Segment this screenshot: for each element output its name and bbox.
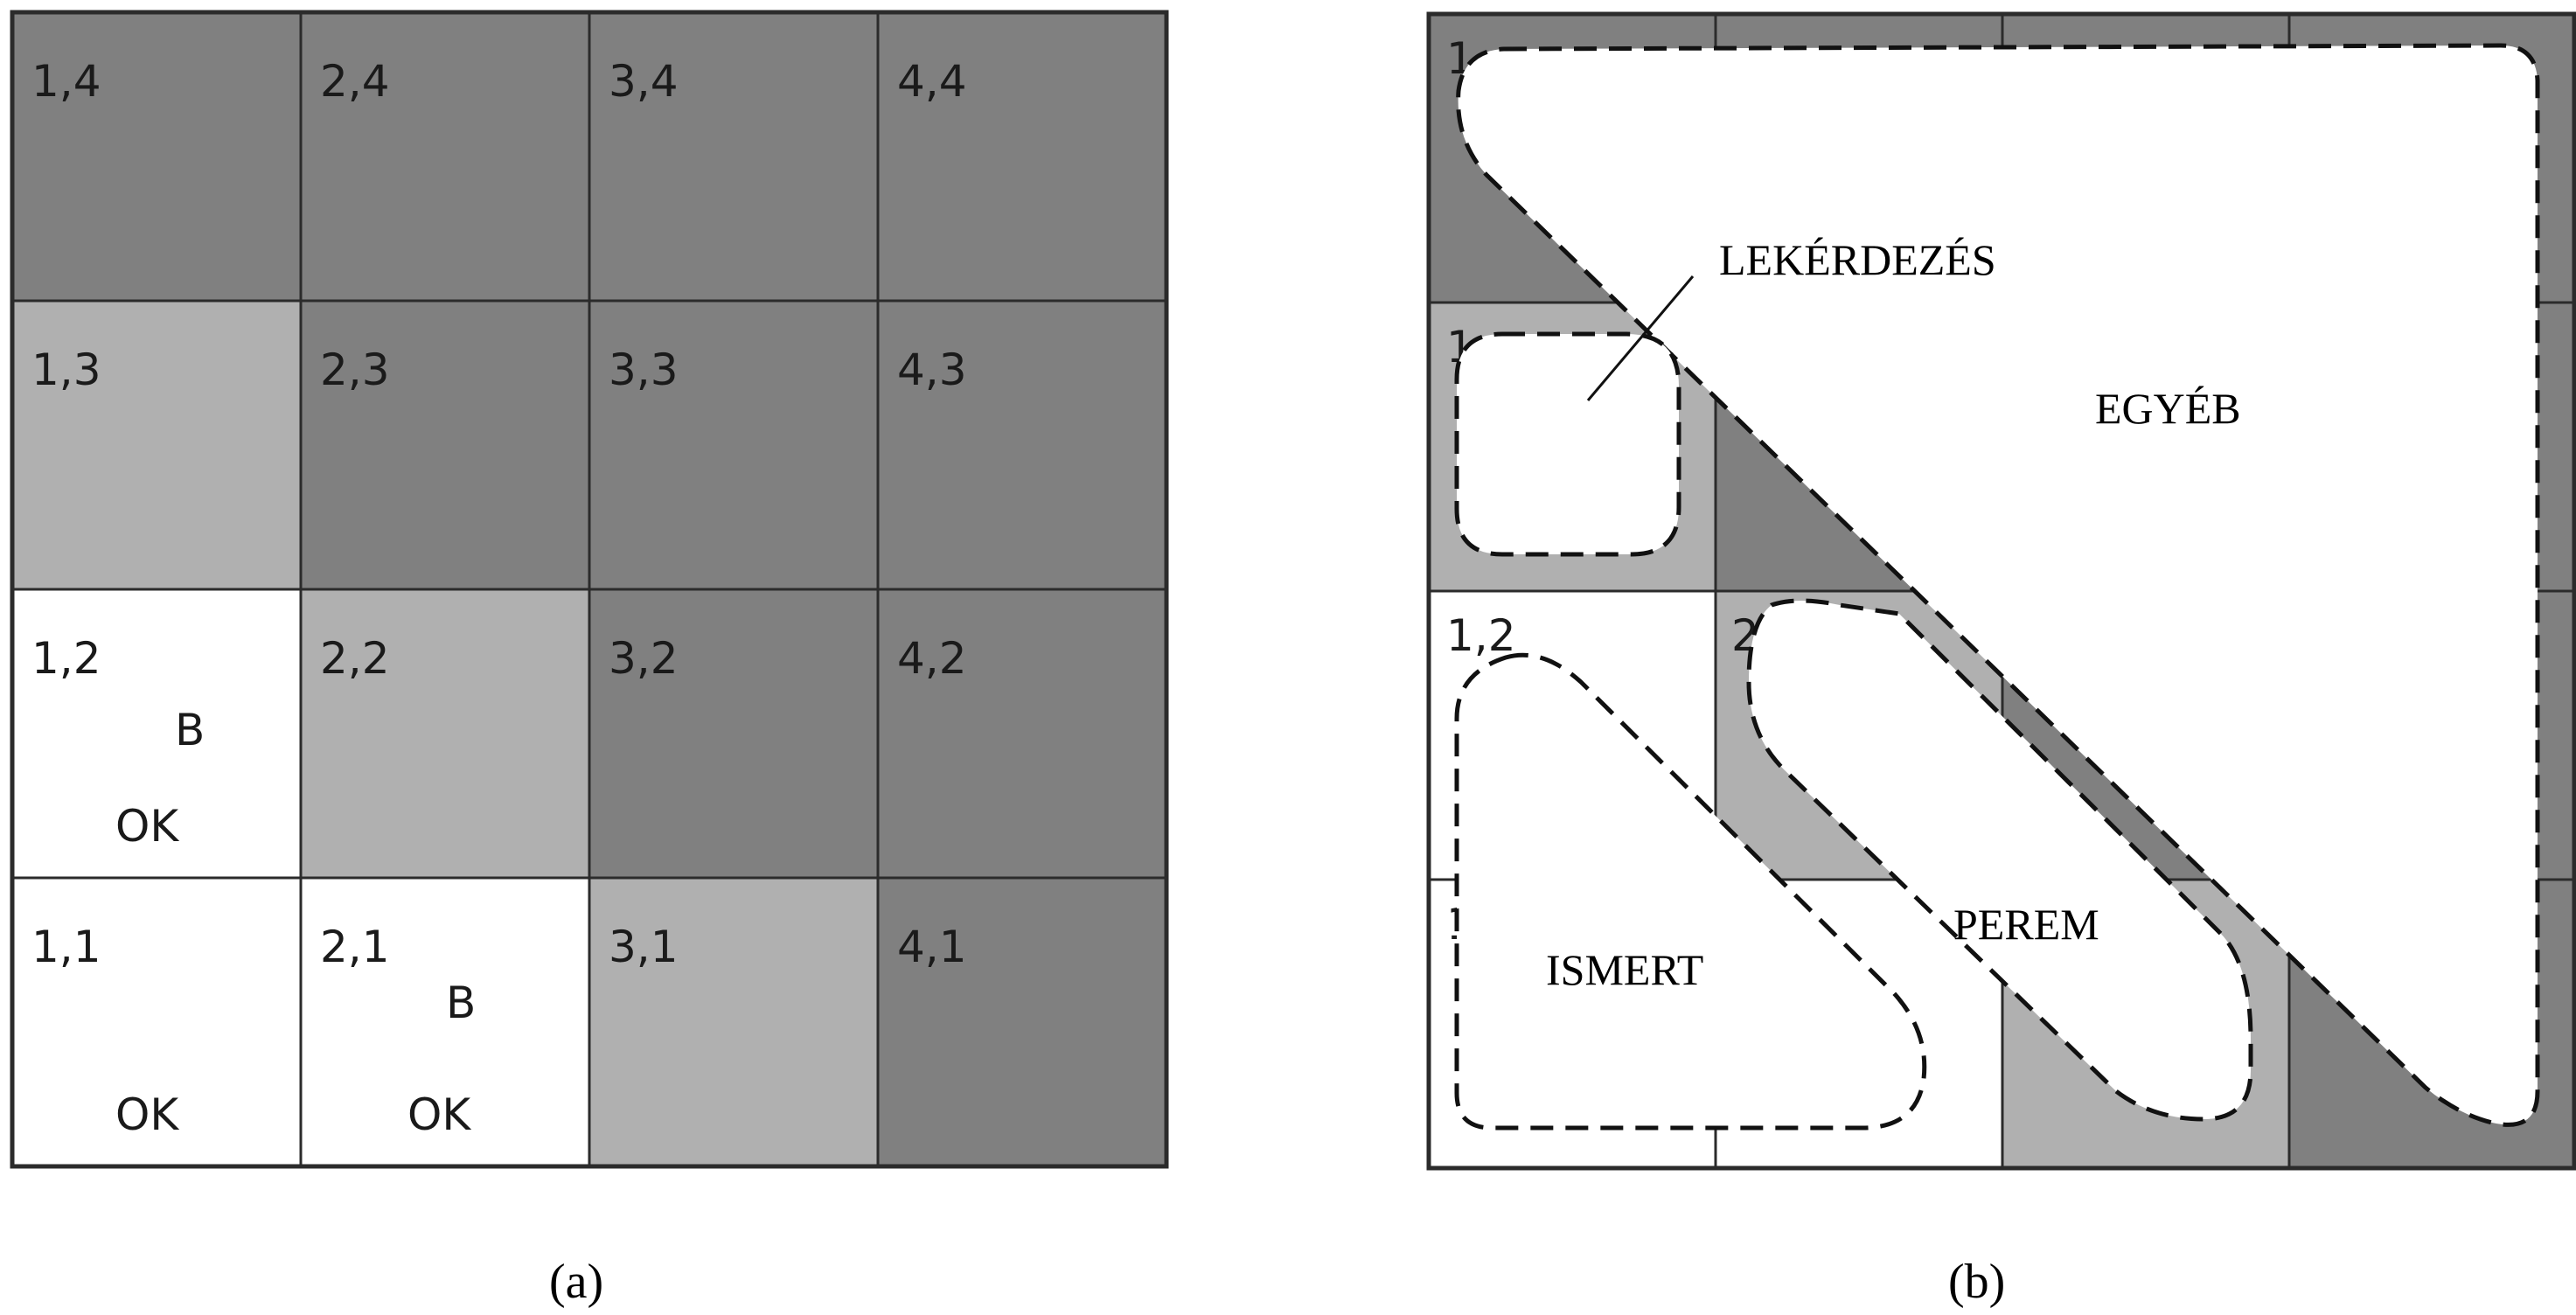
cell-label: 3,4: [609, 56, 679, 107]
cell-3-3: [589, 301, 878, 589]
region-other-outline: [1456, 43, 2540, 1127]
panel-a-caption: (a): [549, 1255, 603, 1309]
cell-label: 1,3: [31, 344, 101, 395]
cell-label: 1,4: [31, 56, 101, 107]
cell-1-1: [12, 878, 301, 1166]
panel-b-region-labels: LEKÉRDEZÉS EGYÉB PEREM ISMERT: [1546, 235, 2241, 994]
region-label-query: LEKÉRDEZÉS: [1719, 235, 1996, 284]
breeze-mark: B: [446, 978, 476, 1028]
breeze-mark: B: [175, 705, 205, 755]
cell-label: 3,3: [609, 344, 679, 395]
cell-3-1: [589, 878, 878, 1166]
cell-2-4: [301, 12, 589, 301]
cell-label: 2,1: [320, 922, 390, 972]
cell-2-1: [301, 878, 589, 1166]
cell-1-4: [12, 12, 301, 301]
region-label-known: ISMERT: [1546, 945, 1703, 994]
cell-4-2: [878, 589, 1166, 878]
cell-label: 2,3: [320, 344, 390, 395]
cell-label: 1,2: [31, 633, 101, 684]
cell-label: 2,2: [320, 633, 390, 684]
ok-status: OK: [407, 1089, 471, 1140]
panel-b: 1 1 1,2 2,2 1 LEKÉRDEZÉS EGYÉB PEREM ISM…: [1426, 11, 2576, 1309]
region-label-frontier: PEREM: [1953, 900, 2099, 949]
cell-3-4: [589, 12, 878, 301]
cell-label: 2,4: [320, 56, 390, 107]
cell-4-1: [878, 878, 1166, 1166]
cell-label: 4,3: [897, 344, 967, 395]
cell-label: 1,1: [31, 922, 101, 972]
panel-a-grid-lines: [10, 10, 1169, 1169]
panel-a-grid: [10, 10, 1169, 1169]
panel-b-caption: (b): [1948, 1255, 2005, 1309]
cell-label: 3,1: [609, 922, 679, 972]
cell-1-3: [12, 301, 301, 589]
cell-2-3: [301, 301, 589, 589]
region-label-other: EGYÉB: [2095, 384, 2241, 433]
region-known-outline: [1454, 652, 1927, 1131]
cell-4-4: [878, 12, 1166, 301]
cell-2-2: [301, 589, 589, 878]
query-leader-line: [1586, 275, 1695, 401]
cell-label: 3,2: [609, 633, 679, 684]
ok-status: OK: [115, 1089, 179, 1140]
ok-status: OK: [115, 801, 179, 852]
panel-b-regions: [1454, 43, 2540, 1131]
cell-3-2: [589, 589, 878, 878]
region-query-outline: [1454, 331, 1681, 557]
panel-a-labels: 1,4 2,4 3,4 4,4 1,3 2,3 3,3 4,3 1,2 2,2 …: [31, 56, 967, 1140]
cell-4-3: [878, 301, 1166, 589]
cell-label: 4,4: [897, 56, 967, 107]
panel-a: 1,4 2,4 3,4 4,4 1,3 2,3 3,3 4,3 1,2 2,2 …: [10, 10, 1169, 1309]
partial-cell-label: 1,2: [1446, 610, 1516, 661]
cell-label: 4,1: [897, 922, 967, 972]
cell-1-2: [12, 589, 301, 878]
cell-label: 4,2: [897, 633, 967, 684]
region-frontier-outline: [1746, 598, 2253, 1122]
